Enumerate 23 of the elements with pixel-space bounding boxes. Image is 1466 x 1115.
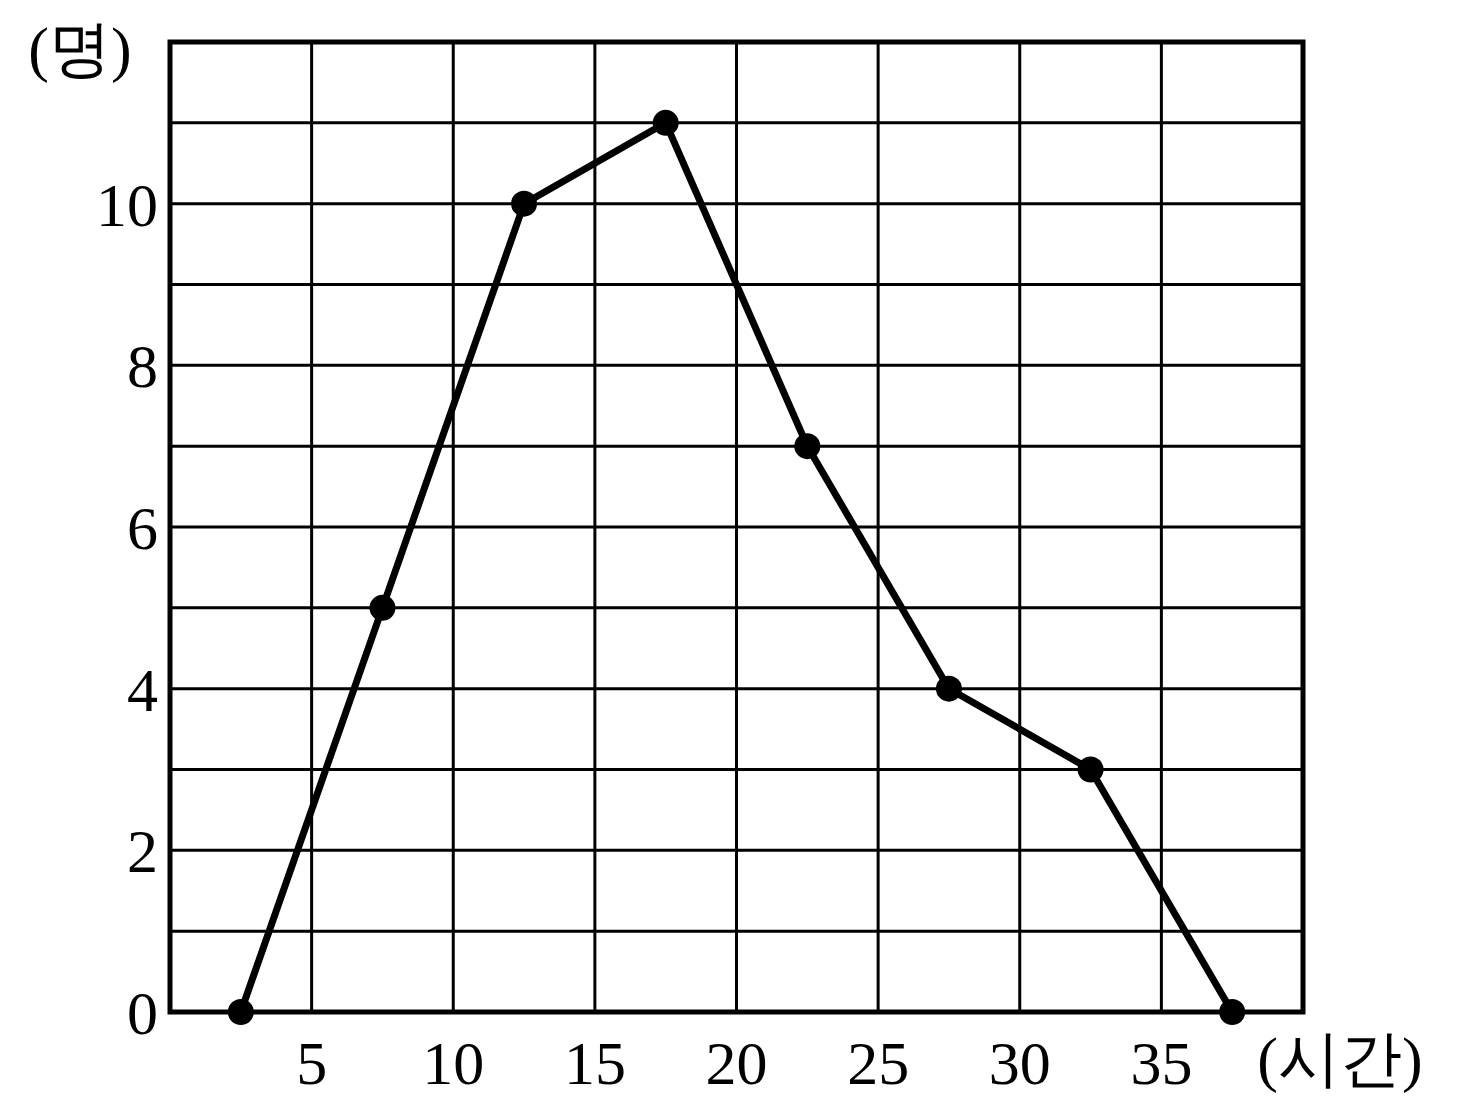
point [652, 109, 679, 136]
x-tick-label: 15 [563, 1029, 626, 1097]
y-tick-label: 4 [127, 655, 158, 724]
x-tick-label: 20 [705, 1029, 768, 1097]
x-tick-label: 30 [988, 1029, 1051, 1097]
x-axis-title: (시간) [1257, 1025, 1423, 1094]
x-tick-label: 10 [422, 1029, 485, 1097]
point [227, 999, 254, 1025]
y-tick-label: 6 [127, 494, 158, 562]
y-tick-label: 8 [127, 332, 158, 401]
y-tick-label: 0 [127, 979, 158, 1047]
point [1219, 999, 1246, 1025]
y-tick-label: 10 [96, 170, 158, 239]
y-tick-label: 2 [127, 817, 158, 886]
x-tick-label: 5 [296, 1029, 328, 1097]
x-tick-label: 25 [847, 1029, 910, 1097]
point [1077, 756, 1104, 783]
point [369, 594, 396, 621]
y-axis-title: (명) [28, 15, 132, 84]
point [511, 190, 538, 217]
point [935, 675, 962, 702]
point [794, 433, 821, 460]
x-tick-label: 35 [1130, 1029, 1193, 1097]
